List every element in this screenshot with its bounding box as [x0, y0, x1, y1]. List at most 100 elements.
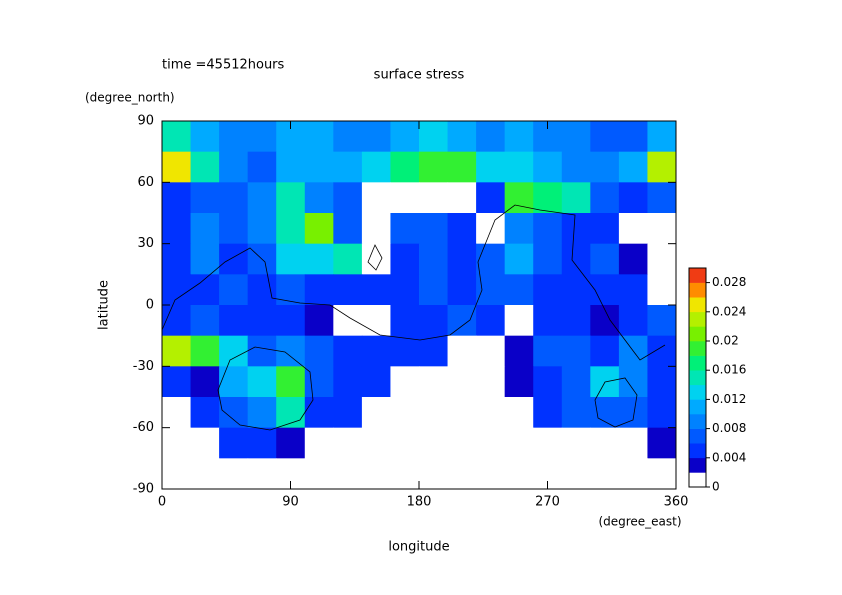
field-cell [419, 397, 449, 429]
field-cell [390, 213, 420, 245]
field-cell [219, 305, 249, 337]
y-tick-label: -60 [133, 420, 154, 435]
field-cell [533, 427, 563, 459]
field-cell [304, 458, 334, 490]
field-cell [333, 121, 363, 153]
y-tick-label: 60 [137, 175, 154, 190]
field-cell [647, 335, 677, 367]
field-cell [162, 458, 192, 490]
field-cell [590, 151, 620, 183]
field-cell [162, 243, 192, 275]
field-cell [190, 151, 220, 183]
field-cell [476, 366, 506, 398]
field-cell [504, 243, 534, 275]
colorbar-swatch [689, 428, 706, 444]
field-cell [561, 274, 591, 306]
x-tick-label: 270 [535, 495, 560, 510]
field-cell [190, 243, 220, 275]
field-cell [304, 274, 334, 306]
field-cell [304, 121, 334, 153]
colorbar-tick-label: 0.008 [712, 421, 746, 435]
field-cell [419, 151, 449, 183]
colorbar-swatch [689, 457, 706, 473]
coast-line [594, 377, 638, 428]
field-cell [276, 213, 306, 245]
field-cell [590, 182, 620, 214]
field-cell [361, 213, 391, 245]
field-cell [219, 151, 249, 183]
coast-line [367, 244, 383, 271]
field-cell [447, 151, 477, 183]
field-cell [618, 243, 648, 275]
field-cell [533, 243, 563, 275]
x-tick-label: 360 [664, 495, 689, 510]
field-cell [247, 182, 277, 214]
field-cell [219, 335, 249, 367]
field-cell [447, 121, 477, 153]
field-cell [504, 427, 534, 459]
field-cell [162, 427, 192, 459]
coast-line [217, 346, 314, 431]
field-cell [447, 366, 477, 398]
field-cell [476, 121, 506, 153]
field-cell [647, 427, 677, 459]
field-cell [162, 366, 192, 398]
coastline [161, 204, 666, 431]
field-cell [304, 213, 334, 245]
field-cell [419, 121, 449, 153]
field-cell [590, 458, 620, 490]
field-cell [447, 243, 477, 275]
y-tick-label: 90 [137, 114, 154, 129]
x-units: (degree_east) [598, 515, 681, 529]
field-cell [561, 305, 591, 337]
field-cell [333, 274, 363, 306]
field-cell [561, 213, 591, 245]
field-cell [390, 243, 420, 275]
field-cell [561, 335, 591, 367]
field-cell [219, 213, 249, 245]
colorbar-swatch [689, 268, 706, 283]
field-cell [219, 274, 249, 306]
field-cell [190, 397, 220, 429]
field-cell [276, 274, 306, 306]
field-cell [219, 427, 249, 459]
y-tick-label: 30 [137, 236, 154, 251]
colorbar-swatch [689, 370, 706, 386]
field-cell [533, 366, 563, 398]
colorbar-tick-label: 0.016 [712, 363, 746, 377]
field-cell [304, 397, 334, 429]
field-cell [504, 182, 534, 214]
field-cell [504, 397, 534, 429]
field [162, 121, 677, 490]
field-cell [276, 305, 306, 337]
field-cell [333, 366, 363, 398]
colorbar-swatch [689, 443, 706, 459]
field-cell [190, 335, 220, 367]
field-cell [219, 121, 249, 153]
field-cell [419, 305, 449, 337]
chart-title: surface stress [374, 68, 465, 83]
x-tick-label: 90 [282, 495, 299, 510]
field-cell [390, 458, 420, 490]
field-cell [361, 397, 391, 429]
field-cell [333, 151, 363, 183]
field-cell [561, 243, 591, 275]
field-cell [247, 121, 277, 153]
field-cell [390, 427, 420, 459]
field-cell [618, 213, 648, 245]
field-cell [361, 366, 391, 398]
field-cell [647, 458, 677, 490]
field-cell [590, 335, 620, 367]
field-cell [618, 305, 648, 337]
field-cell [247, 213, 277, 245]
field-cell [304, 243, 334, 275]
colorbar-swatch [689, 399, 706, 415]
field-cell [590, 397, 620, 429]
y-tick-label: 0 [146, 298, 154, 313]
field-cell [647, 213, 677, 245]
field-cell [361, 427, 391, 459]
field-cell [333, 427, 363, 459]
field-cell [618, 366, 648, 398]
field-cell [190, 366, 220, 398]
